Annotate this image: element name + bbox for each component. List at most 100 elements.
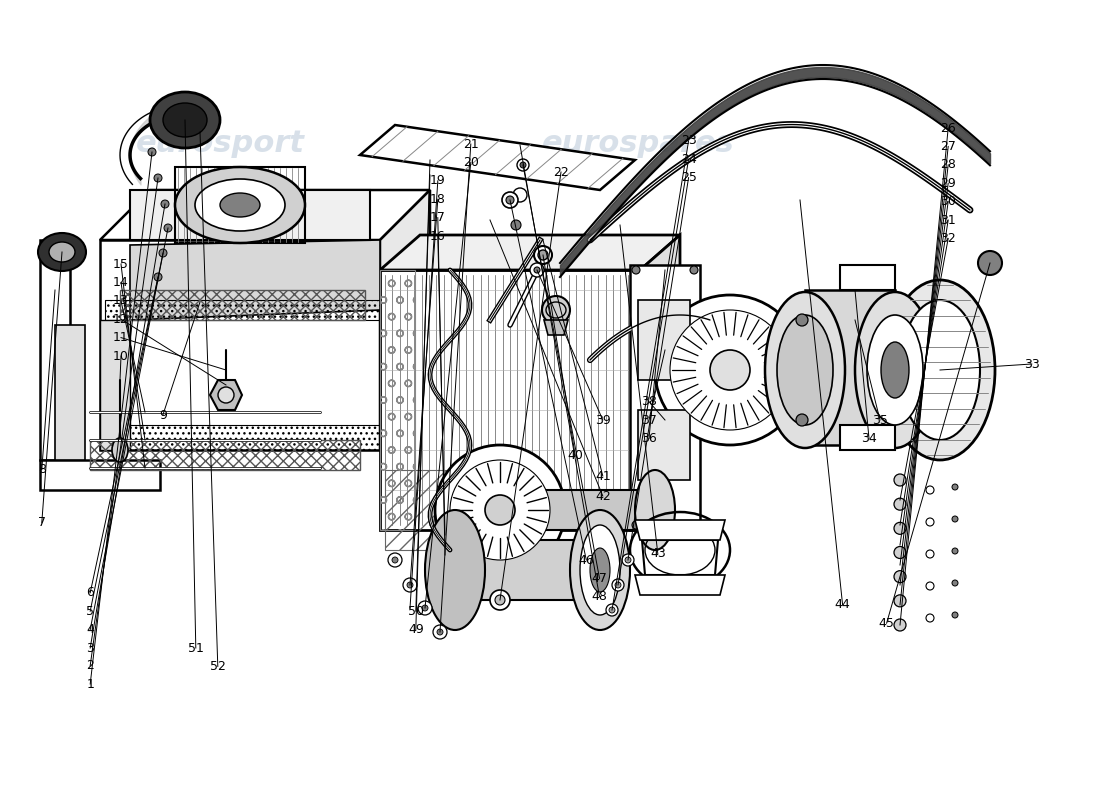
Text: 21: 21 <box>463 138 478 150</box>
Circle shape <box>154 174 162 182</box>
Polygon shape <box>40 240 70 460</box>
Ellipse shape <box>450 460 550 560</box>
Text: 14: 14 <box>113 276 129 289</box>
Text: 19: 19 <box>430 174 446 187</box>
Text: 50: 50 <box>408 605 424 618</box>
Text: 36: 36 <box>641 432 657 445</box>
Text: 46: 46 <box>579 554 594 566</box>
Text: 29: 29 <box>940 177 956 190</box>
Polygon shape <box>130 190 370 240</box>
Circle shape <box>422 605 428 611</box>
Polygon shape <box>700 355 805 385</box>
Text: 51: 51 <box>188 642 204 654</box>
Text: 44: 44 <box>835 598 850 611</box>
Circle shape <box>625 557 631 563</box>
Circle shape <box>894 498 906 510</box>
Circle shape <box>894 474 906 486</box>
Polygon shape <box>635 520 725 540</box>
Text: 12: 12 <box>113 313 129 326</box>
Text: eurospares: eurospares <box>541 322 735 350</box>
Text: 11: 11 <box>113 331 129 344</box>
Circle shape <box>490 590 510 610</box>
Polygon shape <box>544 320 568 335</box>
Ellipse shape <box>570 510 630 630</box>
Circle shape <box>407 582 412 588</box>
Circle shape <box>148 148 156 156</box>
Text: 45: 45 <box>879 617 894 630</box>
Text: 31: 31 <box>940 214 956 226</box>
Polygon shape <box>455 540 600 600</box>
Ellipse shape <box>764 292 845 448</box>
Polygon shape <box>100 190 430 240</box>
Text: eurosport: eurosport <box>135 322 305 350</box>
Text: 7: 7 <box>37 516 46 529</box>
Ellipse shape <box>220 193 260 217</box>
Circle shape <box>621 554 634 566</box>
Polygon shape <box>640 235 680 530</box>
Ellipse shape <box>39 233 86 271</box>
Ellipse shape <box>855 292 935 448</box>
Circle shape <box>164 224 172 232</box>
Ellipse shape <box>175 167 305 243</box>
Circle shape <box>926 518 934 526</box>
Circle shape <box>161 200 169 208</box>
Text: 4: 4 <box>86 623 95 636</box>
Bar <box>638 410 690 480</box>
Circle shape <box>530 263 544 277</box>
Ellipse shape <box>777 315 833 425</box>
Ellipse shape <box>434 445 565 575</box>
Text: 30: 30 <box>940 195 956 208</box>
Circle shape <box>534 246 552 264</box>
Circle shape <box>894 546 906 558</box>
Circle shape <box>517 159 529 171</box>
Circle shape <box>506 196 514 204</box>
Text: 15: 15 <box>113 258 129 270</box>
Text: 25: 25 <box>681 171 696 184</box>
Circle shape <box>690 521 698 529</box>
Polygon shape <box>635 575 725 595</box>
Polygon shape <box>100 240 380 450</box>
Ellipse shape <box>112 438 128 462</box>
Circle shape <box>710 350 750 390</box>
Text: eurospares: eurospares <box>541 130 735 158</box>
Text: 2: 2 <box>86 659 95 672</box>
Polygon shape <box>100 320 130 450</box>
Circle shape <box>437 629 443 635</box>
Text: 28: 28 <box>940 158 956 171</box>
Circle shape <box>495 595 505 605</box>
Polygon shape <box>630 265 700 530</box>
Text: 13: 13 <box>113 294 129 307</box>
Ellipse shape <box>886 280 996 460</box>
Circle shape <box>392 557 398 563</box>
Circle shape <box>926 550 934 558</box>
Circle shape <box>512 220 521 230</box>
Polygon shape <box>360 125 635 190</box>
Ellipse shape <box>900 300 980 440</box>
Circle shape <box>403 578 417 592</box>
Circle shape <box>538 250 548 260</box>
Circle shape <box>690 266 698 274</box>
Circle shape <box>796 414 808 426</box>
Circle shape <box>926 486 934 494</box>
Circle shape <box>609 607 615 613</box>
Circle shape <box>926 582 934 590</box>
Circle shape <box>978 251 1002 275</box>
Polygon shape <box>840 425 895 450</box>
Circle shape <box>612 579 624 591</box>
Text: 6: 6 <box>86 586 95 599</box>
Circle shape <box>513 188 527 202</box>
Polygon shape <box>379 235 680 270</box>
Circle shape <box>894 595 906 607</box>
Text: 34: 34 <box>861 432 877 445</box>
Text: 9: 9 <box>158 409 167 422</box>
Text: 17: 17 <box>430 211 446 224</box>
Polygon shape <box>840 265 895 290</box>
Circle shape <box>952 580 958 586</box>
Text: 40: 40 <box>568 450 583 462</box>
Text: 10: 10 <box>113 350 129 362</box>
Ellipse shape <box>590 548 610 592</box>
Text: 38: 38 <box>641 395 657 408</box>
Text: 48: 48 <box>592 590 607 603</box>
Text: 20: 20 <box>463 156 478 169</box>
Circle shape <box>952 612 958 618</box>
